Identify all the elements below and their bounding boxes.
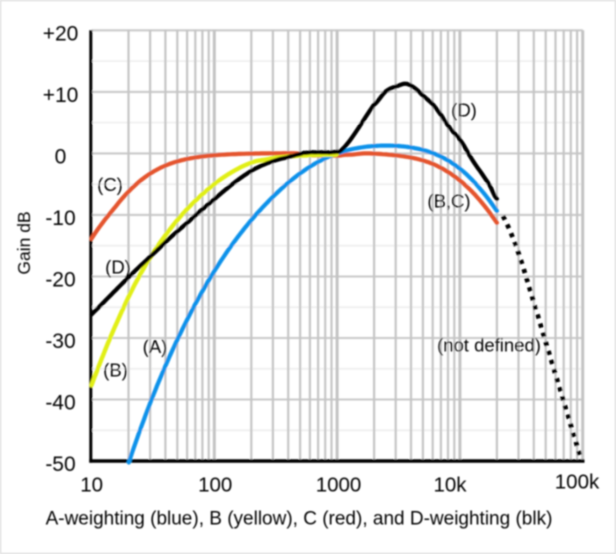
svg-text:10k: 10k (433, 474, 467, 497)
svg-text:(not defined): (not defined) (437, 335, 541, 356)
svg-text:100: 100 (198, 474, 232, 497)
svg-text:1000: 1000 (316, 474, 362, 497)
svg-text:(D): (D) (451, 100, 477, 121)
svg-text:10: 10 (80, 474, 103, 497)
svg-text:-50: -50 (45, 453, 75, 476)
svg-text:(B,C): (B,C) (427, 191, 470, 212)
svg-text:(C): (C) (97, 174, 123, 195)
svg-text:-40: -40 (45, 392, 75, 415)
svg-text:-10: -10 (45, 207, 75, 230)
svg-text:0: 0 (55, 146, 67, 169)
svg-text:(D): (D) (105, 257, 131, 278)
svg-text:100k: 100k (555, 471, 600, 494)
svg-text:(A): (A) (143, 336, 168, 357)
svg-text:A-weighting (blue), B (yellow): A-weighting (blue), B (yellow), C (red),… (46, 509, 553, 530)
svg-text:Gain dB: Gain dB (14, 211, 34, 274)
svg-text:+10: +10 (43, 84, 79, 107)
svg-text:+20: +20 (43, 23, 79, 46)
svg-text:(B): (B) (103, 360, 128, 381)
svg-text:-30: -30 (45, 330, 75, 353)
svg-text:-20: -20 (45, 269, 75, 292)
